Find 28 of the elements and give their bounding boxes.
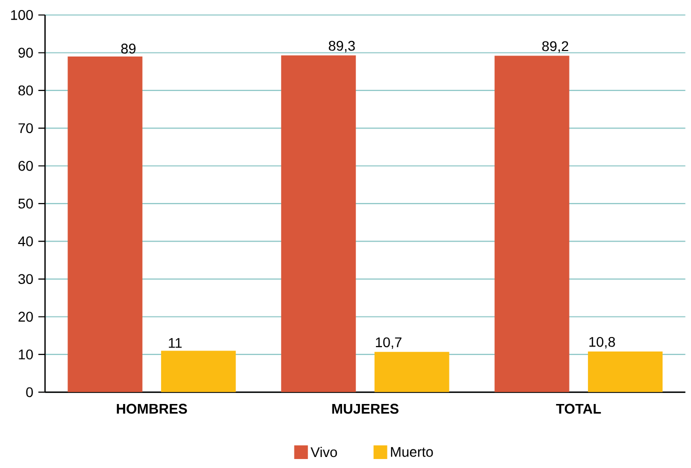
legend-label: Muerto [391,446,433,457]
y-tick-label: 0 [26,387,33,398]
y-tick-label: 10 [18,349,33,360]
y-tick-label: 60 [18,160,33,171]
y-tick-label: 80 [18,85,33,96]
legend-label: Vivo [310,446,337,458]
data-label: 89,3 [328,40,355,52]
bar [161,350,236,392]
y-tick-label: 40 [18,236,33,246]
data-label: 10,7 [376,337,402,349]
y-tick-label: 90 [18,48,33,58]
bar [588,351,663,392]
y-tick-label: 20 [18,312,33,322]
bar [281,55,356,392]
bar [374,352,450,392]
y-tick-label: 30 [18,274,33,284]
x-tick-label: HOMBRES [116,404,187,414]
bar [494,56,570,392]
data-label: 10,8 [589,336,615,348]
data-label: 11 [168,338,182,348]
y-tick-label: 100 [11,10,33,20]
y-tick-label: 50 [18,198,33,208]
y-tick-label: 70 [18,123,33,134]
bar [68,56,142,392]
data-label: 89 [121,44,136,54]
x-tick-label: MUJERES [332,404,398,414]
data-label: 89,2 [542,41,568,53]
x-tick-label: TOTAL [556,404,601,414]
